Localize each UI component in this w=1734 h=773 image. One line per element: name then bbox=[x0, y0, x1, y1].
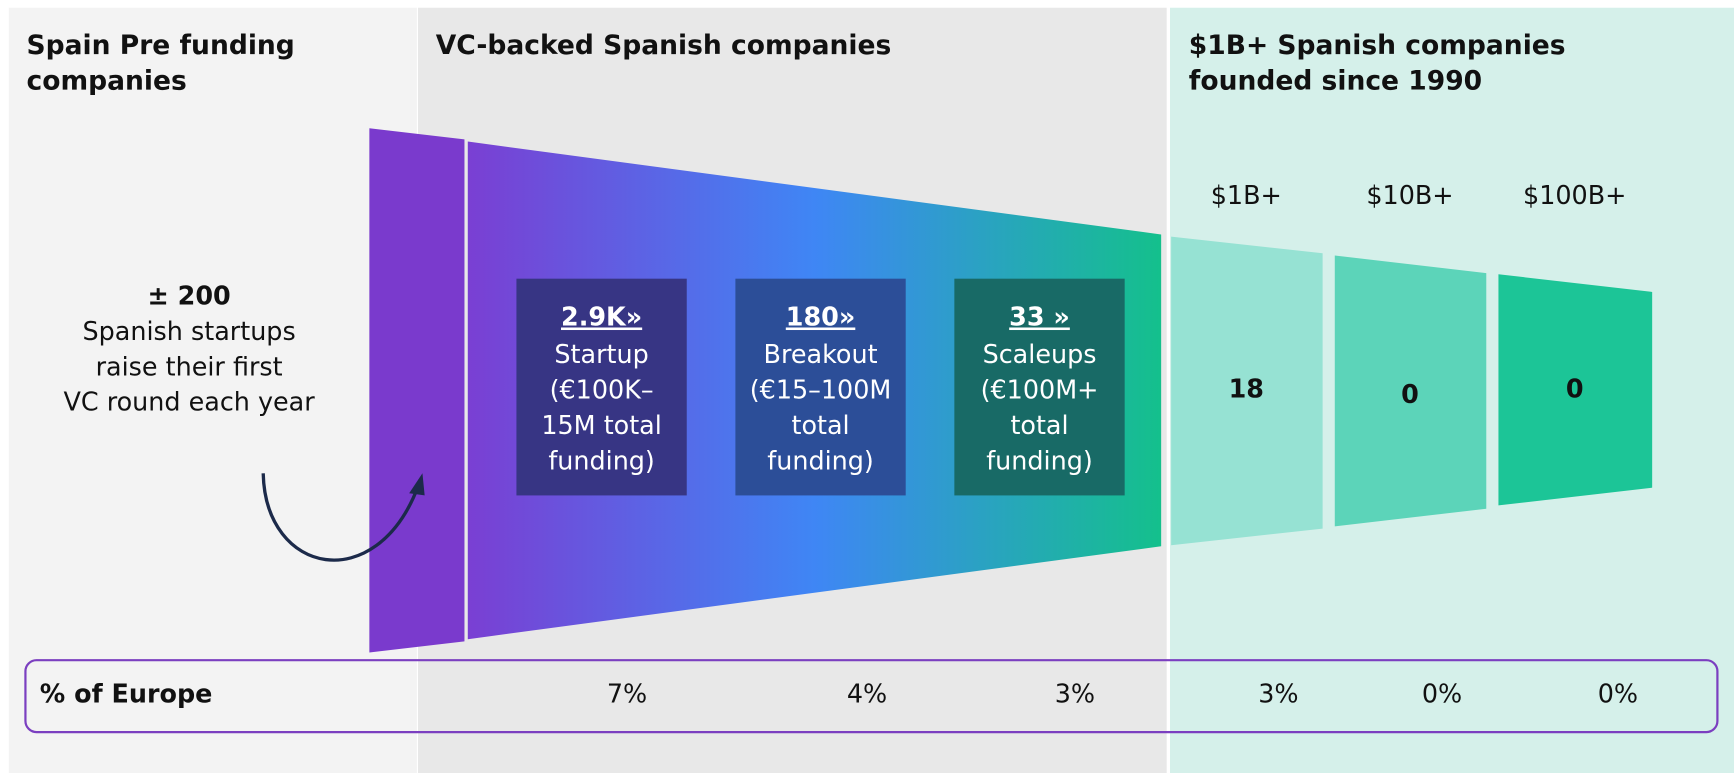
europe-value: 3% bbox=[1055, 679, 1095, 709]
panel-pre bbox=[8, 7, 417, 773]
europe-value: 4% bbox=[847, 679, 887, 709]
stage-box bbox=[954, 278, 1125, 496]
stage-value: 2.9K» bbox=[561, 301, 642, 331]
segment bbox=[1334, 255, 1487, 527]
europe-value: 7% bbox=[607, 679, 647, 709]
stage-text: (€100M+ bbox=[981, 374, 1099, 404]
pre-text: raise their first bbox=[96, 351, 283, 381]
section-title: founded since 1990 bbox=[1189, 66, 1482, 97]
section-title: Spain Pre funding bbox=[27, 30, 295, 61]
stage-text: Startup bbox=[554, 339, 648, 369]
europe-row bbox=[24, 659, 1719, 734]
unicorn-label: $100B+ bbox=[1523, 180, 1626, 210]
section-title: VC-backed Spanish companies bbox=[436, 30, 892, 61]
europe-value: 0% bbox=[1598, 679, 1638, 709]
section-title: companies bbox=[27, 66, 187, 97]
stage-text: total bbox=[1010, 410, 1068, 440]
segment bbox=[1498, 274, 1653, 506]
arrow bbox=[261, 473, 420, 562]
unicorn-value: 0 bbox=[1566, 373, 1584, 403]
stage-box bbox=[735, 278, 906, 496]
stage-text: funding) bbox=[986, 445, 1093, 475]
stage-text: funding) bbox=[767, 445, 874, 475]
pre-bar bbox=[369, 128, 465, 653]
unicorn-value: 18 bbox=[1229, 373, 1264, 403]
europe-value: 3% bbox=[1258, 679, 1298, 709]
europe-value: 0% bbox=[1422, 679, 1462, 709]
stage-text: Breakout bbox=[764, 339, 878, 369]
stage-text: funding) bbox=[548, 445, 655, 475]
unicorn-value: 0 bbox=[1401, 379, 1419, 409]
unicorn-label: $10B+ bbox=[1366, 180, 1453, 210]
section-title: $1B+ Spanish companies bbox=[1189, 30, 1566, 61]
stage-text: Scaleups bbox=[983, 339, 1097, 369]
arrow-head bbox=[409, 473, 425, 496]
stage-text: (€15–100M bbox=[750, 374, 892, 404]
europe-label: % of Europe bbox=[40, 679, 213, 709]
pre-headline: ± 200 bbox=[147, 280, 230, 310]
stage-text: total bbox=[791, 410, 849, 440]
stage-value: 180» bbox=[786, 301, 856, 331]
segment bbox=[1171, 236, 1323, 546]
unicorn-label: $1B+ bbox=[1211, 180, 1282, 210]
stage-value: 33 » bbox=[1009, 301, 1070, 331]
stage-box bbox=[516, 278, 687, 496]
pre-text: Spanish startups bbox=[83, 316, 296, 346]
stage-text: 15M total bbox=[541, 410, 662, 440]
pre-text: VC round each year bbox=[63, 387, 315, 417]
stage-text: (€100K– bbox=[550, 374, 654, 404]
